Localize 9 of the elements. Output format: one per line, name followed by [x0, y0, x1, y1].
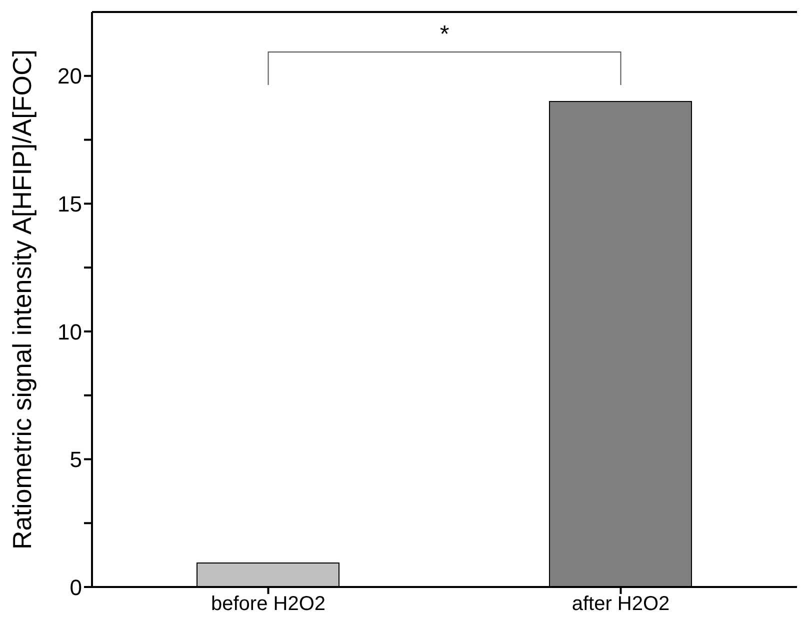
annotation: * — [440, 21, 450, 48]
x-tick-label: before H2O2 — [210, 593, 326, 616]
y-tick-label: 5 — [70, 447, 82, 472]
y-tick-label: 20 — [58, 64, 82, 89]
y-axis-title: Ratiometric signal intensity A[HFIP]/A[FOC] — [7, 50, 38, 550]
x-tick-label: after H2O2 — [572, 593, 670, 616]
y-tick-label: 10 — [58, 319, 82, 344]
y-tick-label: 15 — [58, 191, 82, 216]
y-tick-label: 0 — [70, 574, 82, 600]
